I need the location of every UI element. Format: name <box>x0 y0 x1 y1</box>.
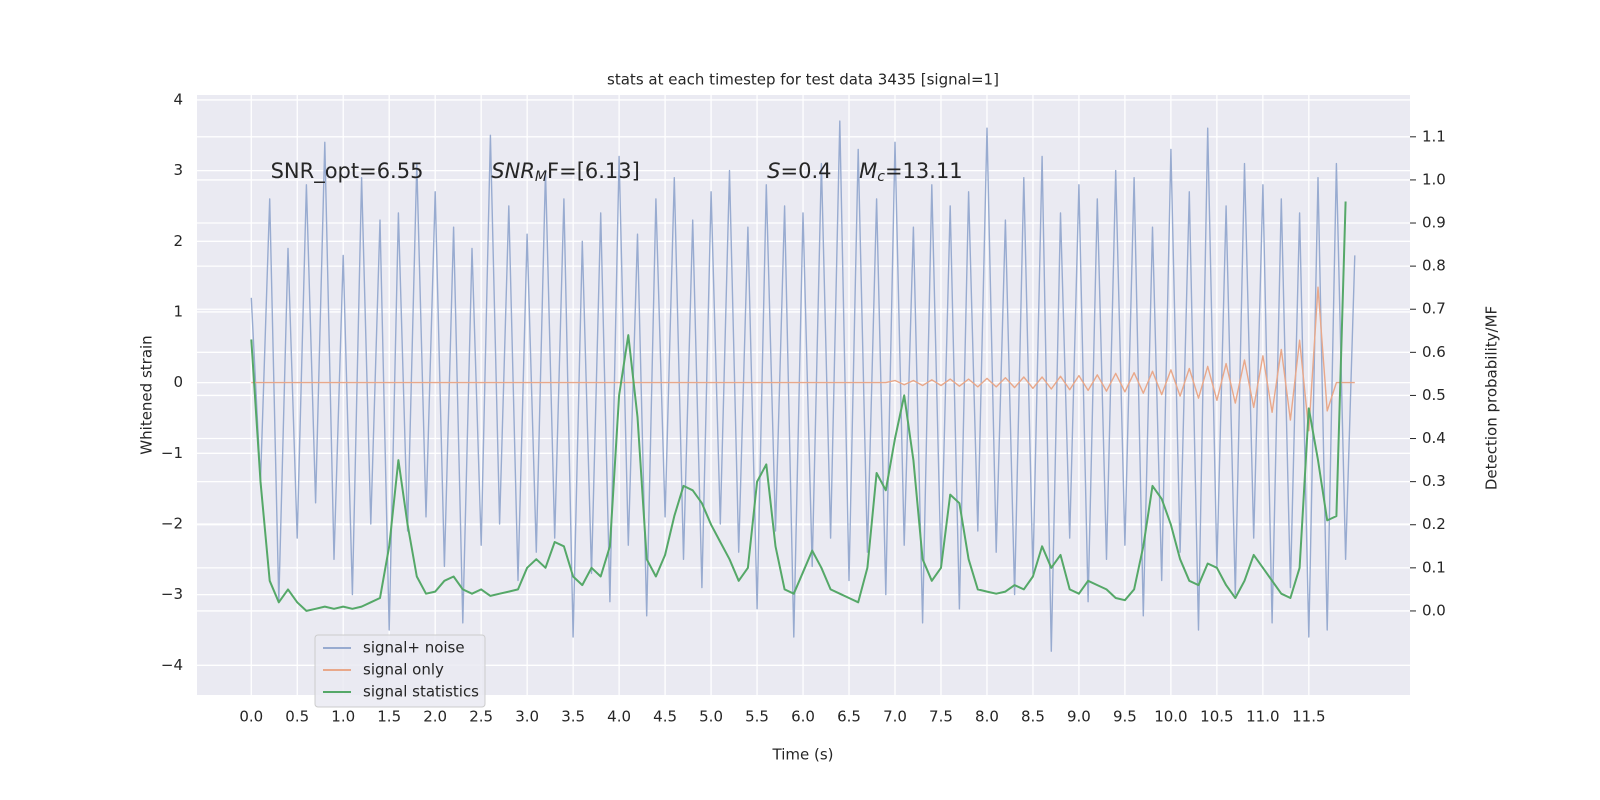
legend-label: signal+ noise <box>363 639 465 657</box>
y2-axis-label: Detection probability/MF <box>1483 306 1501 490</box>
x-tick-label: 5.0 <box>699 708 723 726</box>
y2-tick-label: 0.0 <box>1422 601 1446 619</box>
x-tick-label: 7.5 <box>929 708 953 726</box>
annotation: SNRMF=[6.13] <box>491 159 640 185</box>
annotation: S=0.4 <box>767 159 831 183</box>
annotation-math: SNR <box>491 159 535 183</box>
x-tick-label: 11.0 <box>1246 708 1279 726</box>
annotation-subscript: c <box>877 169 885 185</box>
annotation: SNR_opt=6.55 <box>271 159 424 184</box>
annotation-text: =13.11 <box>885 159 963 183</box>
y2-tick-label: 0.8 <box>1422 257 1446 275</box>
x-tick-label: 7.0 <box>883 708 907 726</box>
series-line <box>250 120 1356 652</box>
x-tick-label: 3.5 <box>561 708 585 726</box>
y-tick-label: −4 <box>161 656 183 674</box>
annotation-text: =0.4 <box>781 159 832 183</box>
y2-tick-label: 0.6 <box>1422 343 1446 361</box>
legend-label: signal statistics <box>363 683 479 701</box>
x-tick-label: 1.0 <box>331 708 355 726</box>
x-tick-label: 2.5 <box>469 708 493 726</box>
y2-tick-label: 0.9 <box>1422 214 1446 232</box>
y2-tick-label: 0.7 <box>1422 300 1446 318</box>
x-tick-label: 10.5 <box>1200 708 1233 726</box>
x-tick-label: 6.0 <box>791 708 815 726</box>
x-tick-label: 9.5 <box>1113 708 1137 726</box>
annotation-text: F=[6.13] <box>547 159 640 183</box>
x-tick-label: 11.5 <box>1292 708 1325 726</box>
y-tick-label: 3 <box>173 161 183 179</box>
annotation-subscript: M <box>535 169 547 185</box>
annotation: Mc=13.11 <box>859 159 963 185</box>
y-tick-label: 4 <box>173 90 183 108</box>
legend-box <box>314 634 486 708</box>
x-tick-label: 4.0 <box>607 708 631 726</box>
annotation-math: M <box>859 159 877 183</box>
x-tick-label: 8.5 <box>1021 708 1045 726</box>
x-tick-label: 0.5 <box>285 708 309 726</box>
y-tick-label: −1 <box>161 444 183 462</box>
y-tick-label: −3 <box>161 585 183 603</box>
y2-tick-label: 0.4 <box>1422 429 1446 447</box>
x-tick-label: 0.0 <box>239 708 263 726</box>
y2-tick-label: 0.5 <box>1422 386 1446 404</box>
x-tick-label: 8.0 <box>975 708 999 726</box>
x-tick-label: 4.5 <box>653 708 677 726</box>
series-line <box>250 201 1347 612</box>
x-tick-label: 5.5 <box>745 708 769 726</box>
y2-tick-label: 0.3 <box>1422 472 1446 490</box>
y2-tick-label: 0.1 <box>1422 558 1446 576</box>
series-line <box>251 286 1355 432</box>
y2-tick-label: 1.0 <box>1422 170 1446 188</box>
y-tick-label: 1 <box>173 302 183 320</box>
y2-tick-label: 0.2 <box>1422 515 1446 533</box>
y2-tick-label: 1.1 <box>1422 127 1446 145</box>
x-tick-label: 2.0 <box>423 708 447 726</box>
x-tick-label: 6.5 <box>837 708 861 726</box>
y-tick-label: 2 <box>173 232 183 250</box>
y-axis-label: Whitened strain <box>138 335 156 454</box>
annotation-math: S <box>767 159 780 183</box>
x-tick-label: 1.5 <box>377 708 401 726</box>
x-tick-label: 3.0 <box>515 708 539 726</box>
y-tick-label: 0 <box>173 373 183 391</box>
chart-title: stats at each timestep for test data 343… <box>607 71 999 89</box>
y-tick-label: −2 <box>161 514 183 532</box>
legend-label: signal only <box>363 661 444 679</box>
x-tick-label: 9.0 <box>1067 708 1091 726</box>
x-tick-label: 10.0 <box>1154 708 1187 726</box>
annotation-text: SNR_opt=6.55 <box>271 159 424 184</box>
x-axis-label: Time (s) <box>772 746 834 764</box>
